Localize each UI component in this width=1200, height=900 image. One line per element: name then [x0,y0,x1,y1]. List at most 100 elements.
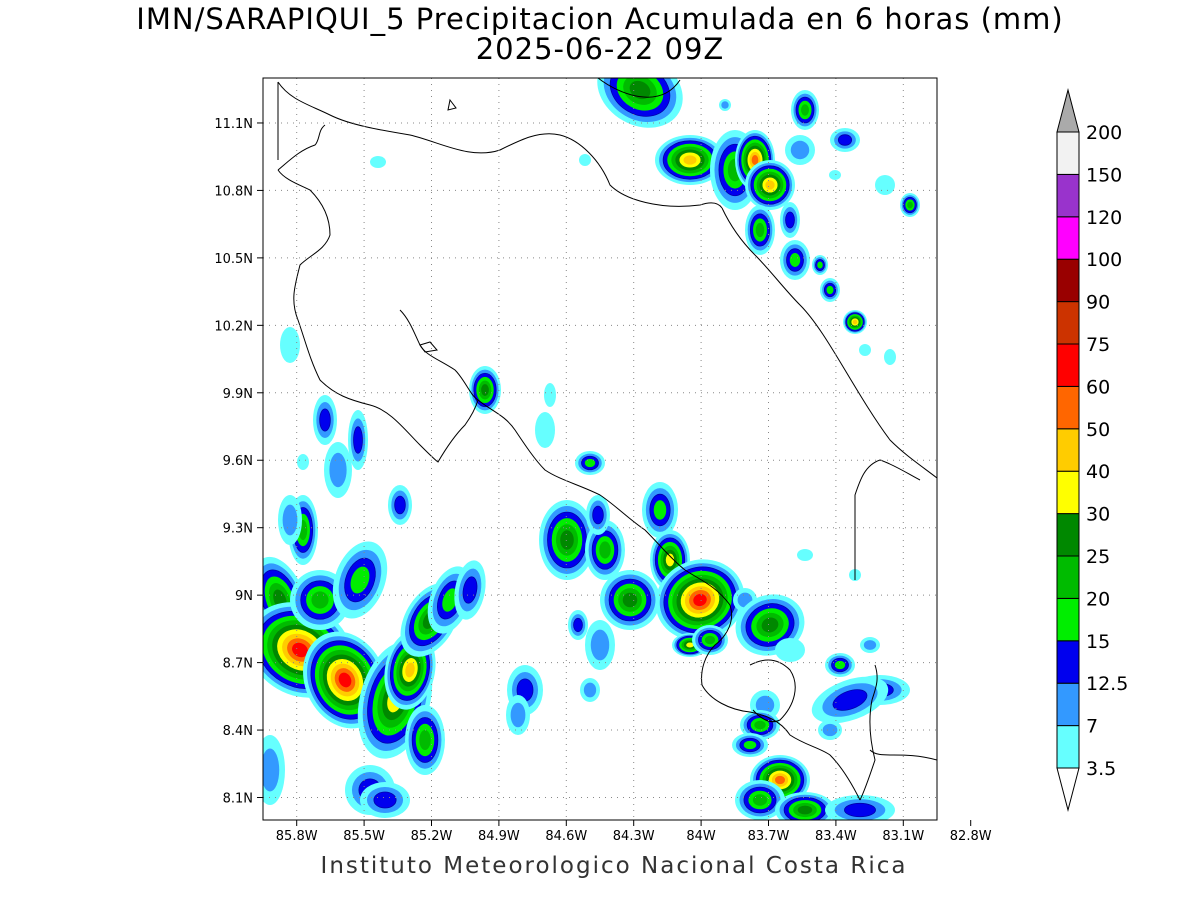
colorbar-swatch [1056,131,1080,175]
colorbar-swatch [1056,682,1080,727]
caribbean-coast [721,207,937,479]
rain-cell [278,495,302,545]
map-title: IMN/SARAPIQUI_5 Precipitacion Acumulada … [136,2,1064,36]
colorbar-label: 7 [1086,716,1098,738]
rain-cell [360,782,410,818]
lat-tick-label: 8.4N [223,724,253,739]
panama-caribbean [854,459,921,580]
rain-cell [597,78,683,128]
lon-tick-label: 85.8W [276,829,318,844]
rain-cell [797,549,813,561]
rain-cell [388,485,412,525]
rain-cell [884,349,896,365]
colorbar-swatch [1056,470,1080,515]
colorbar-swatch [1056,597,1080,642]
lon-tick-label: 84W [686,829,716,844]
colorbar-label: 150 [1086,164,1122,186]
lat-tick-label: 10.8N [214,184,253,199]
colorbar-swatch [1056,513,1080,557]
colorbar-swatch [1056,428,1080,472]
colorbar: 3.5 7 12.5 15 20 25 30 40 50 60 75 90 100 120 150 200 [1056,88,1128,812]
colorbar-label: 15 [1086,631,1110,653]
rain-cell [829,170,841,180]
rain-cell [825,653,855,677]
rain-cell [263,735,285,805]
rain-cell [586,495,610,535]
lat-tick-label: 8.1N [223,792,253,807]
map-valid-time: 2025-06-22 09Z [475,32,725,66]
nicaragua-lake-shore [277,124,326,171]
rain-cell [732,733,768,757]
coastlines-borders [277,78,937,801]
colorbar-swatch [1056,555,1080,599]
lat-tick-label: 11.1N [214,117,253,132]
rain-cell [539,500,595,580]
colorbar-swatch [1056,258,1080,303]
rain-cell [585,520,625,580]
colorbar-swatch [1056,725,1080,769]
lon-tick-label: 84.3W [613,829,655,844]
colorbar-under-triangle [1056,767,1080,812]
rain-cell [370,156,386,168]
colorbar-label: 30 [1086,504,1110,526]
rain-cell [859,344,871,356]
rain-cell [535,412,555,448]
rain-cell [820,278,840,302]
lon-tick-label: 84.6W [545,829,587,844]
rain-cell [600,570,660,630]
nicoya-coast [277,169,479,463]
rain-cell [324,442,352,498]
colorbar-label: 20 [1086,588,1110,610]
colorbar-label: 200 [1086,122,1122,144]
rain-cell [735,780,785,820]
rain-cell [825,795,895,820]
rain-cell [735,594,805,656]
rain-cell [585,620,615,670]
credit-text: Instituto Meteorologico Nacional Costa R… [320,853,908,879]
rain-cell [900,193,920,217]
colorbar-swatch [1056,343,1080,387]
colorbar-label: 3.5 [1086,758,1116,780]
lon-tick-label: 84.9W [478,829,520,844]
colorbar-label: 40 [1086,461,1110,483]
rain-cell [719,99,731,111]
rain-cell [454,560,486,620]
rain-cell [642,482,678,538]
colorbar-label: 120 [1086,207,1122,229]
rain-cell [818,720,842,740]
rain-cell [740,710,780,740]
colorbar-swatch [1056,301,1080,345]
rain-cell [811,676,889,724]
rain-cell [280,327,300,363]
rain-cell [791,90,819,130]
bahia-border [869,749,937,761]
lon-tick-label: 83.7W [748,829,790,844]
rain-cell [568,610,588,640]
rain-cell [297,454,309,470]
rain-cell [745,160,795,210]
rain-cell [384,630,436,710]
lon-tick-label: 82.8W [950,829,992,844]
rain-cell [780,240,810,280]
rain-cell [745,205,775,255]
rain-cell [405,705,445,775]
rain-cell [544,383,556,407]
rain-cell [506,695,530,735]
rain-cell [579,154,591,166]
precipitation-field [263,78,920,820]
rain-cell [775,638,805,662]
gulf-island [419,341,438,353]
rain-cell [812,255,828,275]
rain-cell [843,310,867,334]
colorbar-swatch [1056,216,1080,260]
rain-cell [580,678,600,702]
rain-cell [775,792,835,820]
rain-cell [780,202,800,238]
colorbar-swatch [1056,173,1080,218]
rain-cell [655,559,745,641]
colorbar-label: 100 [1086,249,1122,271]
rain-cell [830,128,860,152]
central-pacific-coast [477,399,861,801]
colorbar-label: 50 [1086,419,1110,441]
